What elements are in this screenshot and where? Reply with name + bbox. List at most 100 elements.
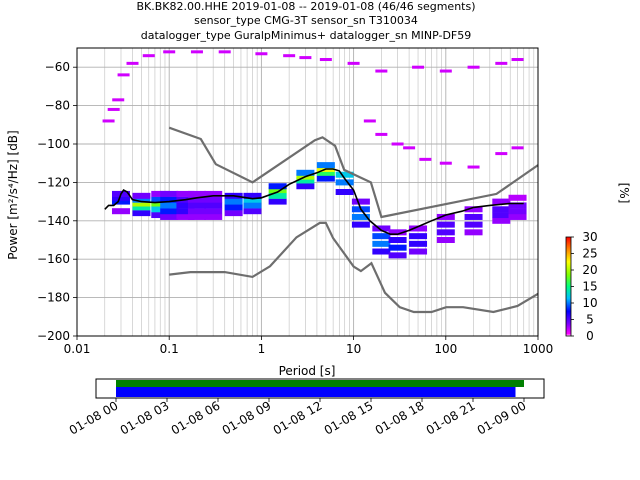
psd-bin-sparse: [363, 119, 376, 123]
psd-bin: [316, 169, 335, 176]
psd-bin: [132, 196, 151, 203]
timeline-tick-label: 01-08 18: [373, 398, 427, 437]
psd-bin: [243, 208, 262, 215]
psd-bin-sparse: [375, 132, 388, 136]
psd-bin: [508, 194, 527, 201]
psd-bin: [316, 162, 335, 169]
x-axis-label: Period [s]: [279, 364, 336, 378]
psd-bin: [204, 196, 223, 203]
psd-bin: [464, 213, 483, 220]
psd-bin: [187, 208, 206, 215]
y-tick-label: −60: [45, 60, 70, 74]
x-tick-label: 1: [258, 342, 266, 356]
psd-bin-sparse: [495, 152, 508, 156]
curves: [104, 126, 539, 314]
colorbar-gradient: [565, 236, 572, 337]
y-axis-ticks: −200 −180 −160 −140 −120 −100 −80 −60: [37, 60, 77, 343]
psd-bin: [204, 190, 223, 197]
colorbar-tick-label: 20: [582, 263, 597, 277]
psd-bin: [224, 210, 243, 217]
psd-bin: [132, 192, 151, 199]
colorbar-ticks: 0 5 10 15 20 25 30: [571, 230, 598, 343]
psd-bin: [176, 213, 195, 220]
psd-bin-sparse: [163, 50, 176, 54]
noise-model-low: [169, 221, 539, 314]
psd-bin-sparse: [403, 146, 416, 150]
psd-bin: [409, 233, 428, 240]
psd-bin: [268, 183, 287, 190]
psd-bin-sparse: [391, 142, 404, 146]
psd-bin: [335, 171, 354, 178]
psd-bin-sparse: [439, 161, 452, 165]
y-tick-label: −80: [45, 99, 70, 113]
psd-bin-sparse: [467, 165, 480, 169]
psd-bin: [492, 217, 511, 224]
y-tick-label: −160: [37, 252, 70, 266]
psd-bin: [388, 252, 407, 259]
psd-bin: [296, 177, 315, 184]
psd-bin: [351, 198, 370, 205]
psd-bin: [409, 240, 428, 247]
mean-psd-curve: [104, 168, 524, 235]
timeline-tick-label: 01-08 12: [271, 398, 325, 437]
psd-bin-sparse: [347, 61, 360, 65]
psd-bin: [204, 202, 223, 209]
psd-bin: [492, 212, 511, 219]
psd-bin-sparse: [467, 65, 480, 69]
psd-bin-sparse: [319, 58, 332, 62]
colorbar-tick-label: 5: [586, 313, 594, 327]
psd-bin: [176, 208, 195, 215]
y-tick-label: −180: [37, 291, 70, 305]
psd-bin-sparse: [375, 69, 388, 73]
psd-bin: [351, 213, 370, 220]
data-coverage-bar: [116, 380, 524, 387]
colorbar-tick-label: 10: [582, 296, 597, 310]
timeline-tick-label: 01-09 00: [475, 398, 529, 437]
psd-bin: [187, 190, 206, 197]
psd-bin-sparse: [126, 61, 139, 65]
psd-bin-sparse: [439, 69, 452, 73]
psd-bin: [335, 179, 354, 186]
psd-bin: [268, 198, 287, 205]
psd-coverage-bar: [116, 387, 516, 397]
y-tick-label: −120: [37, 175, 70, 189]
psd-bin: [187, 196, 206, 203]
psd-bin: [508, 213, 527, 220]
psd-bin: [243, 192, 262, 199]
psd-bin: [436, 213, 455, 220]
y-axis-label: Power [m²/s⁴/Hz] [dB]: [6, 130, 20, 259]
psd-bin: [132, 204, 151, 211]
psd-bin-sparse: [142, 54, 155, 58]
timeline-tick-label: 01-08 06: [169, 398, 223, 437]
psd-bin-sparse: [112, 98, 125, 102]
psd-bin: [464, 229, 483, 236]
psd-bin: [111, 194, 130, 201]
psd-bin: [204, 213, 223, 220]
x-tick-label: 10: [346, 342, 361, 356]
psd-bin: [160, 190, 179, 197]
y-tick-label: −140: [37, 214, 70, 228]
psd-bin: [436, 229, 455, 236]
psd-bin: [464, 206, 483, 213]
psd-bin: [176, 190, 195, 197]
psd-bin: [409, 248, 428, 255]
colorbar-tick-label: 25: [582, 247, 597, 261]
psd-bin-sparse: [495, 61, 508, 65]
title-line-2: sensor_type CMG-3T sensor_sn T310034: [194, 14, 418, 27]
timeline-tick-label: 01-08 15: [322, 398, 376, 437]
psd-bin-sparse: [511, 58, 524, 62]
psd-bin: [316, 175, 335, 182]
psd-bin-sparse: [117, 73, 130, 77]
psd-bin: [111, 198, 130, 205]
psd-bin: [388, 237, 407, 243]
colorbar-label: [%]: [617, 183, 631, 204]
psd-bin: [243, 202, 262, 209]
psd-bin: [243, 196, 262, 203]
psd-bin: [388, 244, 407, 251]
psd-bin: [268, 192, 287, 199]
psd-bin-sparse: [419, 157, 432, 161]
colorbar-tick-label: 0: [586, 329, 594, 343]
